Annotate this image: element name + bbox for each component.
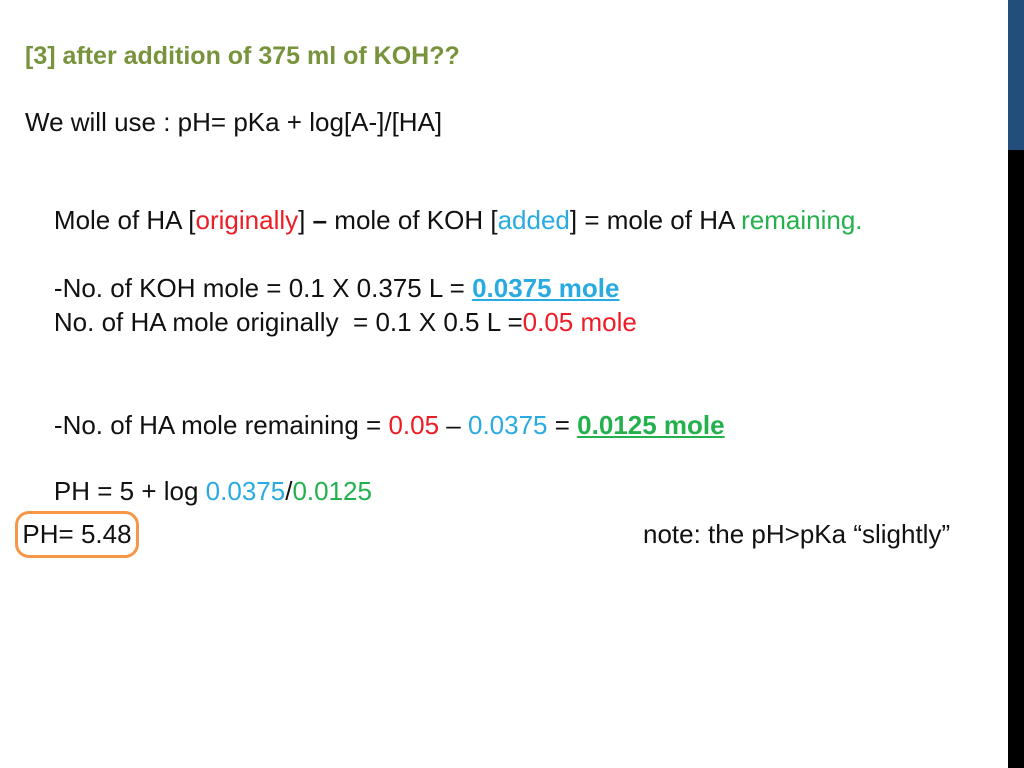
mole-balance-text: Mole of HA [ — [53, 205, 196, 235]
remaining-moles-result: 0.0125 mole — [577, 410, 725, 440]
remaining-moles-line: -No. of HA mole remaining = 0.05 – 0.037… — [53, 410, 725, 440]
ha-moles-line: No. of HA mole originally = 0.1 X 0.5 L … — [53, 307, 637, 337]
value-00375: 0.0375 — [467, 410, 548, 440]
log-numerator: 0.0375 — [205, 476, 286, 506]
sidebar-accent-blue — [1008, 0, 1024, 150]
formula-line: We will use : pH= pKa + log[A-]/[HA] — [25, 107, 443, 137]
ph-log-line: PH = 5 + log 0.0375/0.0125 — [53, 476, 372, 506]
minus-dash: – — [312, 205, 328, 235]
koh-moles-result: 0.0375 mole — [472, 273, 620, 303]
sidebar-accent-black — [1008, 150, 1024, 768]
added-highlight: added — [497, 205, 570, 235]
value-005: 0.05 — [388, 410, 440, 440]
ha-moles-result: 0.05 mole — [522, 307, 637, 337]
koh-moles-line: -No. of KOH mole = 0.1 X 0.375 L = 0.037… — [53, 273, 620, 303]
slide-title: [3] after addition of 375 ml of KOH?? — [25, 42, 460, 70]
remaining-highlight: remaining. — [741, 205, 863, 235]
originally-highlight: originally — [195, 205, 299, 235]
note-text: note: the pH>pKa “slightly” — [643, 519, 951, 549]
mole-balance-line: Mole of HA [originally] – mole of KOH [a… — [53, 205, 863, 235]
ph-result-text: PH= 5.48 — [22, 519, 132, 549]
ph-result-box: PH= 5.48 — [15, 511, 139, 558]
log-denominator: 0.0125 — [292, 476, 372, 506]
